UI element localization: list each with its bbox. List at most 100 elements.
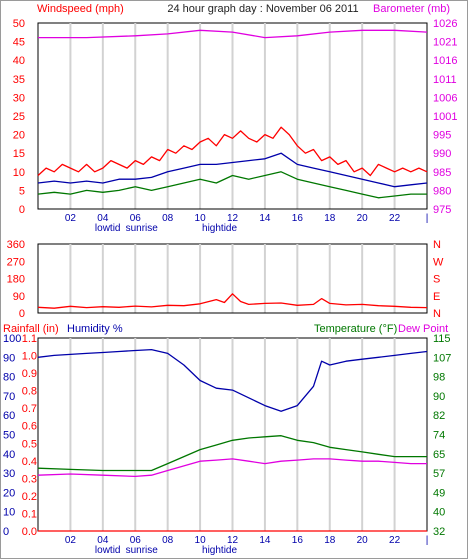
average-line (37, 152, 428, 188)
sunrise-marker: sunrise (126, 545, 159, 556)
humidity-tick-label: 40 (3, 449, 15, 461)
dewpoint-axis-label: Dew Point (398, 323, 448, 335)
windspeed-tick-label: 45 (13, 37, 25, 49)
x-tick-label: 22 (389, 213, 401, 224)
rainfall-tick-label: 0.1 (22, 508, 37, 520)
x-tick-label: 02 (65, 213, 77, 224)
x-tick-label: 18 (324, 535, 336, 546)
compass-label: N (433, 308, 441, 320)
temperature-tick-label: 74 (433, 430, 445, 442)
humidity-tick-label: 80 (3, 372, 15, 384)
barometer-line (38, 29, 428, 39)
x-tick-label: 04 (97, 535, 109, 546)
rainfall-tick-label: 1.0 (22, 351, 37, 363)
gust-line (37, 126, 428, 177)
dew_point-line (37, 458, 427, 478)
barometer-tick-label: 975 (433, 204, 451, 216)
humidity-line (37, 348, 428, 412)
rainfall-tick-label: 0.4 (22, 456, 37, 468)
x-tick-label: 08 (162, 535, 174, 546)
direction-tick-label: 90 (13, 291, 25, 303)
humidity-tick-label: 100 (3, 333, 21, 345)
x-tick-label: 12 (227, 213, 239, 224)
rainfall-axis-label: Rainfall (in) (3, 323, 59, 335)
x-tick-label: 22 (389, 535, 401, 546)
rainfall-tick-label: 1.1 (22, 333, 37, 345)
x-tick-label: | (426, 535, 429, 546)
lowtide-marker: lowtid (95, 223, 121, 234)
temperature-tick-label: 82 (433, 410, 445, 422)
humidity-tick-label: 60 (3, 410, 15, 422)
windspeed-tick-label: 40 (13, 55, 25, 67)
x-tick-label: 14 (259, 213, 271, 224)
direction-tick-label: 360 (7, 239, 25, 251)
humidity-axis-label: Humidity % (67, 323, 123, 335)
barometer-axis-label: Barometer (mb) (373, 3, 450, 15)
temperature-tick-label: 40 (433, 507, 445, 519)
x-tick-label: 18 (324, 213, 336, 224)
humidity-tick-label: 70 (3, 391, 15, 403)
x-tick-label: 20 (357, 535, 369, 546)
humidity-tick-label: 30 (3, 468, 15, 480)
lowtide-marker: lowtid (95, 545, 121, 556)
barometer-tick-label: 1021 (433, 37, 457, 49)
barometer-tick-label: 1016 (433, 55, 457, 67)
hightide-marker: hightide (202, 223, 237, 234)
temperature-tick-label: 107 (433, 352, 451, 364)
windspeed-tick-label: 5 (19, 185, 25, 197)
chart-title: 24 hour graph day : November 06 2011 (167, 3, 358, 15)
rainfall-tick-label: 0.9 (22, 368, 37, 380)
barometer-tick-label: 1001 (433, 111, 457, 123)
rainfall-tick-label: 0.0 (22, 526, 37, 538)
temperature-tick-label: 90 (433, 391, 445, 403)
barometer-tick-label: 980 (433, 185, 451, 197)
x-tick-label: 06 (130, 213, 142, 224)
temperature-line (37, 435, 427, 472)
rainfall-tick-label: 0.5 (22, 438, 37, 450)
temperature-tick-label: 57 (433, 468, 445, 480)
x-tick-label: 04 (97, 213, 109, 224)
barometer-tick-label: 990 (433, 148, 451, 160)
x-tick-label: 10 (195, 213, 207, 224)
hightide-marker: hightide (202, 545, 237, 556)
humidity-tick-label: 0 (3, 526, 9, 538)
direction-line (37, 293, 428, 309)
x-tick-label: | (426, 213, 429, 224)
windspeed-axis-label: Windspeed (mph) (37, 3, 124, 15)
barometer-tick-label: 1011 (433, 74, 457, 86)
windspeed-tick-label: 50 (13, 18, 25, 30)
humidity-tick-label: 10 (3, 507, 15, 519)
compass-label: N (433, 239, 441, 251)
x-tick-label: 20 (357, 213, 369, 224)
temperature-tick-label: 65 (433, 449, 445, 461)
rainfall-tick-label: 0.7 (22, 403, 37, 415)
temperature-tick-label: 115 (433, 333, 451, 345)
sunrise-marker: sunrise (126, 223, 159, 234)
windspeed-tick-label: 25 (13, 111, 25, 123)
compass-label: W (433, 256, 444, 268)
x-tick-label: 12 (227, 535, 239, 546)
x-tick-label: 06 (130, 535, 142, 546)
barometer-tick-label: 995 (433, 130, 451, 142)
x-tick-label: 10 (195, 535, 207, 546)
lull-line (37, 171, 427, 199)
windspeed-tick-label: 10 (13, 167, 25, 179)
barometer-tick-label: 1006 (433, 92, 457, 104)
barometer-tick-label: 1026 (433, 18, 457, 30)
direction-tick-label: 180 (7, 274, 25, 286)
humidity-tick-label: 90 (3, 352, 15, 364)
windspeed-tick-label: 15 (13, 148, 25, 160)
windspeed-tick-label: 20 (13, 130, 25, 142)
rainfall-tick-label: 0.3 (22, 473, 37, 485)
x-tick-label: 16 (292, 535, 304, 546)
windspeed-tick-label: 35 (13, 74, 25, 86)
windspeed-tick-label: 30 (13, 92, 25, 104)
barometer-tick-label: 985 (433, 167, 451, 179)
x-tick-label: 14 (259, 535, 271, 546)
windspeed-tick-label: 0 (19, 204, 25, 216)
x-tick-label: 16 (292, 213, 304, 224)
direction-tick-label: 270 (7, 256, 25, 268)
direction-tick-label: 0 (19, 308, 25, 320)
